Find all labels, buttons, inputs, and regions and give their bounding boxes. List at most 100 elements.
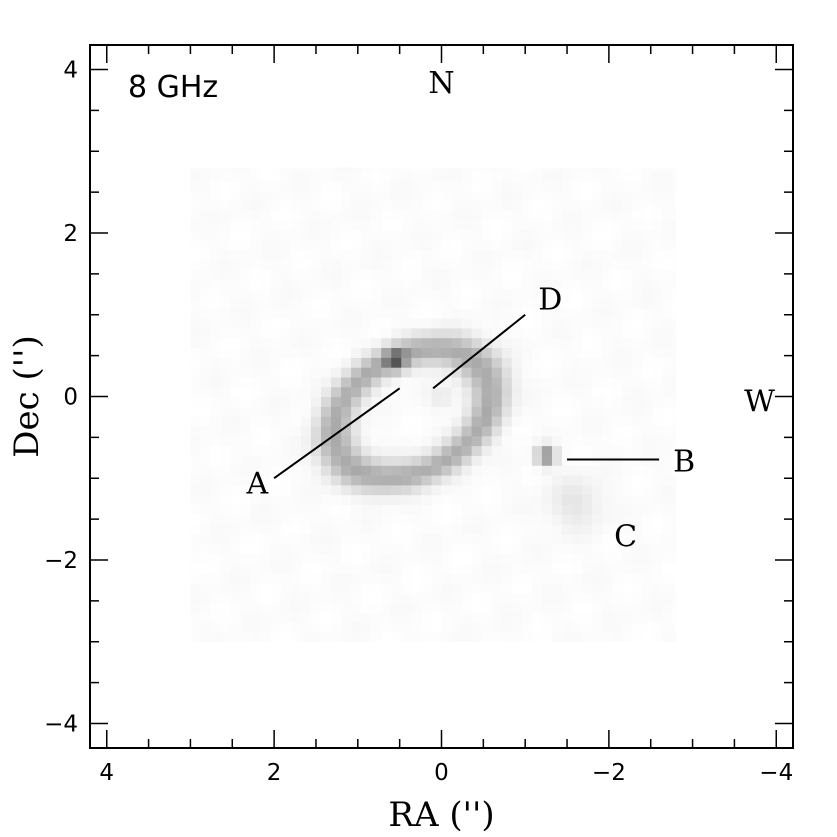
map-pixel bbox=[652, 612, 663, 623]
map-pixel bbox=[451, 210, 463, 221]
map-pixel bbox=[270, 622, 282, 633]
map-pixel bbox=[501, 563, 513, 574]
map-pixel bbox=[351, 229, 362, 241]
map-pixel bbox=[210, 298, 222, 309]
map-pixel bbox=[230, 465, 242, 476]
map-pixel bbox=[290, 180, 302, 192]
map-pixel bbox=[411, 592, 422, 604]
map-pixel bbox=[220, 318, 232, 329]
map-pixel bbox=[471, 180, 483, 192]
map-pixel bbox=[421, 347, 432, 358]
map-pixel bbox=[401, 455, 412, 466]
map-pixel bbox=[662, 455, 673, 466]
map-pixel bbox=[401, 602, 412, 613]
map-pixel bbox=[300, 167, 312, 172]
map-pixel bbox=[270, 455, 282, 466]
map-pixel bbox=[411, 288, 422, 299]
annotation-label-d: D bbox=[538, 282, 562, 317]
y-tick-label: −4 bbox=[44, 711, 78, 737]
map-pixel bbox=[552, 524, 563, 535]
map-pixel bbox=[652, 514, 663, 525]
map-pixel bbox=[672, 416, 676, 427]
map-pixel bbox=[491, 543, 503, 554]
map-pixel bbox=[190, 269, 201, 280]
map-pixel bbox=[562, 229, 573, 241]
map-pixel bbox=[381, 386, 392, 398]
map-pixel bbox=[441, 582, 453, 594]
map-pixel bbox=[592, 631, 603, 642]
map-pixel bbox=[240, 582, 252, 594]
map-pixel bbox=[260, 210, 272, 221]
map-pixel bbox=[200, 533, 212, 545]
map-pixel bbox=[612, 631, 623, 642]
map-pixel bbox=[351, 151, 362, 161]
map-pixel bbox=[451, 190, 463, 201]
map-pixel bbox=[371, 416, 382, 427]
map-pixel bbox=[230, 210, 242, 221]
map-pixel bbox=[270, 425, 282, 437]
map-pixel bbox=[552, 425, 563, 437]
map-pixel bbox=[531, 318, 543, 329]
map-pixel bbox=[451, 484, 463, 496]
map-pixel bbox=[501, 229, 513, 241]
map-pixel bbox=[471, 269, 483, 280]
map-pixel bbox=[471, 465, 483, 476]
map-pixel bbox=[351, 298, 362, 309]
map-pixel bbox=[240, 612, 252, 623]
map-pixel bbox=[361, 269, 372, 280]
map-pixel bbox=[401, 514, 412, 525]
map-pixel bbox=[190, 631, 201, 642]
map-pixel bbox=[602, 592, 613, 604]
map-pixel bbox=[280, 514, 292, 525]
map-pixel bbox=[521, 406, 533, 417]
map-pixel bbox=[622, 543, 633, 554]
map-pixel bbox=[632, 386, 643, 398]
map-pixel bbox=[592, 347, 603, 358]
map-pixel bbox=[632, 200, 643, 211]
map-pixel bbox=[230, 376, 242, 388]
map-pixel bbox=[552, 170, 563, 182]
map-pixel bbox=[491, 435, 503, 447]
map-pixel bbox=[451, 455, 463, 466]
map-pixel bbox=[220, 200, 232, 211]
map-pixel bbox=[210, 210, 222, 221]
map-pixel bbox=[592, 475, 603, 486]
map-pixel bbox=[220, 455, 232, 466]
map-pixel bbox=[431, 278, 443, 290]
map-pixel bbox=[683, 308, 694, 318]
map-pixel bbox=[310, 592, 322, 604]
map-pixel bbox=[521, 308, 533, 319]
map-pixel bbox=[652, 455, 663, 466]
map-pixel bbox=[511, 514, 523, 525]
map-pixel bbox=[511, 278, 523, 290]
map-pixel bbox=[461, 376, 473, 388]
map-pixel bbox=[441, 167, 453, 172]
map-pixel bbox=[431, 514, 443, 525]
map-pixel bbox=[511, 592, 523, 604]
map-pixel bbox=[683, 230, 694, 240]
map-pixel bbox=[401, 484, 412, 496]
map-pixel bbox=[541, 239, 553, 250]
map-pixel bbox=[491, 612, 503, 623]
map-pixel bbox=[602, 602, 613, 613]
map-pixel bbox=[300, 533, 312, 545]
map-pixel bbox=[421, 327, 432, 339]
map-pixel bbox=[190, 259, 201, 270]
map-pixel bbox=[381, 367, 392, 378]
map-pixel bbox=[220, 504, 232, 515]
map-pixel bbox=[632, 357, 643, 368]
map-pixel bbox=[672, 573, 676, 584]
map-pixel bbox=[602, 288, 613, 299]
map-pixel bbox=[622, 514, 633, 525]
map-pixel bbox=[411, 269, 422, 280]
map-pixel bbox=[210, 553, 222, 564]
map-pixel bbox=[471, 435, 483, 447]
map-pixel bbox=[421, 455, 432, 466]
map-pixel bbox=[471, 455, 483, 466]
map-pixel bbox=[562, 416, 573, 427]
map-pixel bbox=[552, 259, 563, 270]
map-pixel bbox=[190, 357, 201, 368]
map-pixel bbox=[411, 504, 422, 515]
map-pixel bbox=[472, 151, 483, 161]
